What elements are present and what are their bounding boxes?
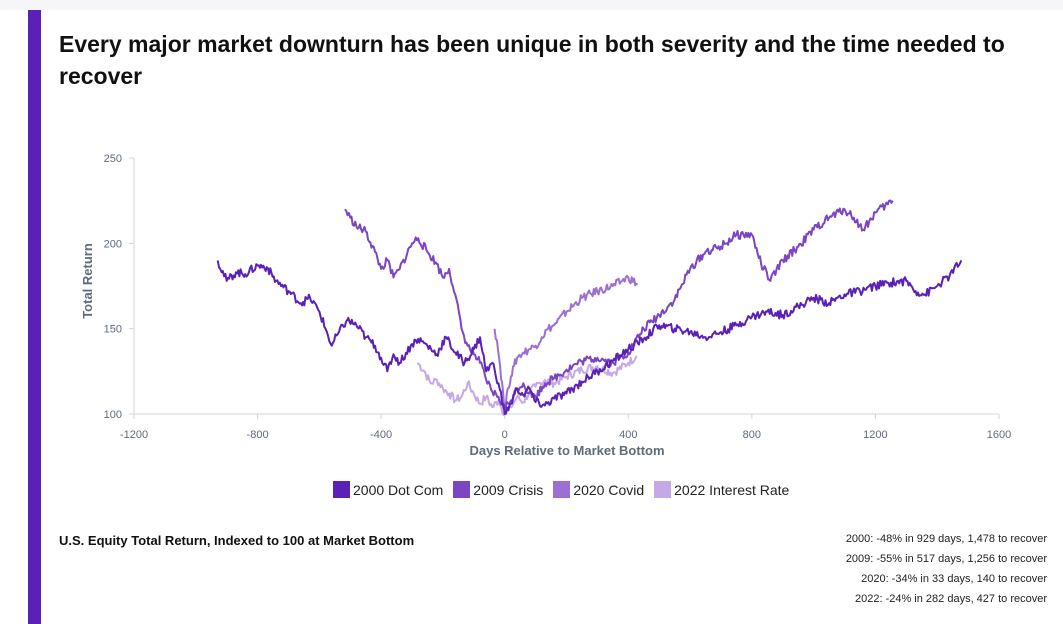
- series-line-2020: [493, 274, 638, 415]
- legend-item-2022[interactable]: 2022 Interest Rate: [654, 481, 789, 498]
- top-strip: [0, 0, 1063, 10]
- accent-bar: [28, 10, 41, 624]
- series-lines: [216, 199, 963, 417]
- y-tick-label: 150: [104, 324, 122, 336]
- headline: Every major market downturn has been uni…: [59, 31, 1005, 89]
- legend-swatch-2022: [654, 481, 672, 498]
- series-line-2000: [216, 260, 963, 415]
- x-tick-label: -800: [247, 429, 269, 441]
- series-line-2022: [416, 355, 638, 417]
- legend-label-2009: 2009 Crisis: [473, 481, 544, 498]
- legend-item-2020[interactable]: 2020 Covid: [553, 481, 644, 498]
- axis-ticks: -1200 -800 -400 0 400 800 1200 1600 100 150 200 250: [104, 153, 1012, 441]
- y-tick-label: 250: [104, 153, 122, 165]
- legend-item-2009[interactable]: 2009 Crisis: [453, 481, 543, 498]
- y-axis-title: Total Return: [80, 243, 95, 319]
- chart-legend: 2000 Dot Com 2009 Crisis 2020 Covid 2022…: [333, 481, 789, 498]
- legend-label-2020: 2020 Covid: [573, 481, 645, 498]
- legend-swatch-2020: [553, 481, 571, 498]
- legend-swatch-2000: [333, 481, 350, 498]
- chart-subtitle: U.S. Equity Total Return, Indexed to 100…: [59, 533, 415, 548]
- note-2020: 2020: -34% in 33 days, 140 to recover: [861, 573, 1047, 585]
- x-axis-title: Days Relative to Market Bottom: [469, 443, 664, 458]
- note-2000: 2000: -48% in 929 days, 1,478 to recover: [845, 533, 1047, 545]
- x-tick-label: 400: [619, 429, 637, 441]
- y-tick-label: 200: [104, 238, 122, 250]
- x-tick-label: -1200: [120, 429, 148, 441]
- note-2022: 2022: -24% in 282 days, 427 to recover: [854, 593, 1047, 605]
- x-tick-label: 800: [743, 429, 761, 441]
- note-2009: 2009: -55% in 517 days, 1,256 to recover: [845, 553, 1047, 565]
- x-tick-label: 0: [502, 429, 508, 441]
- legend-swatch-2009: [453, 481, 471, 498]
- legend-label-2000: 2000 Dot Com: [353, 481, 444, 498]
- recovery-notes: 2000: -48% in 929 days, 1,478 to recover…: [846, 529, 1047, 609]
- x-tick-label: 1600: [987, 429, 1011, 441]
- x-tick-label: -400: [370, 429, 392, 441]
- y-tick-label: 100: [104, 409, 122, 421]
- legend-item-2000[interactable]: 2000 Dot Com: [333, 481, 443, 498]
- x-tick-label: 1200: [863, 429, 887, 441]
- legend-label-2022: 2022 Interest Rate: [674, 481, 790, 498]
